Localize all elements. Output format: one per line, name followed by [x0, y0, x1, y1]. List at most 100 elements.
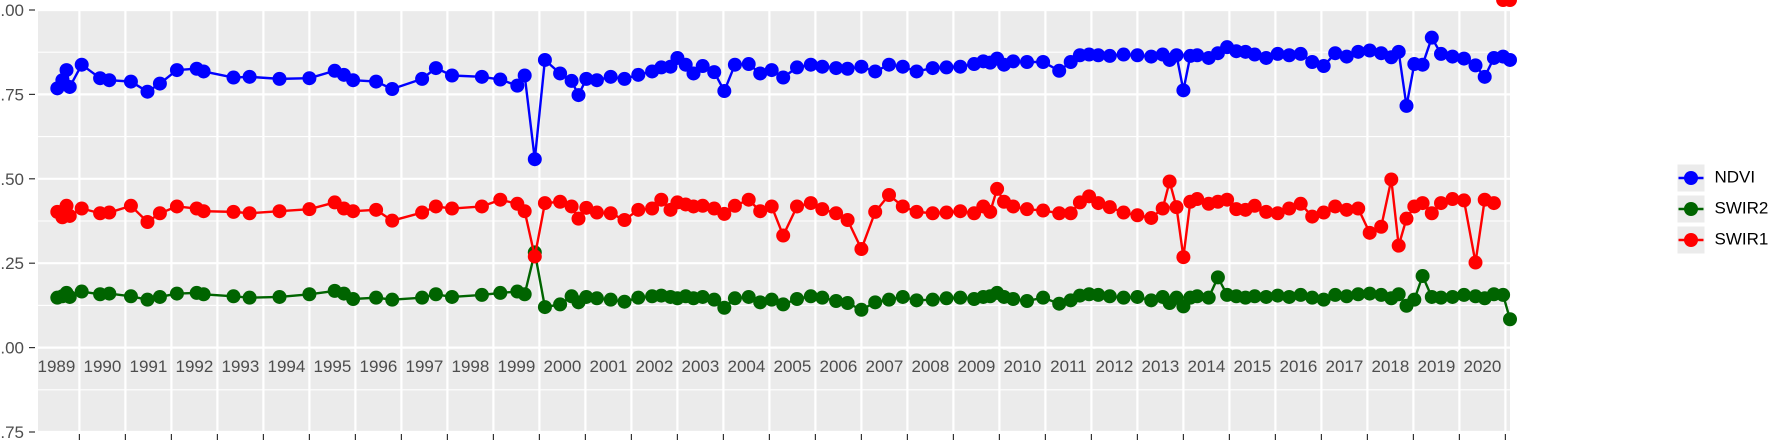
data-point	[517, 287, 532, 302]
data-point	[695, 289, 710, 304]
data-point	[1457, 51, 1471, 66]
data-point	[1424, 206, 1439, 221]
data-point	[553, 297, 568, 312]
data-point	[1144, 293, 1159, 308]
data-point	[1006, 54, 1021, 69]
data-point	[1477, 69, 1492, 84]
data-point	[868, 295, 883, 310]
data-point	[474, 69, 489, 84]
x-axis-tick-label: 2004	[727, 357, 765, 376]
data-point	[1116, 205, 1131, 220]
data-point	[1155, 201, 1170, 216]
data-point	[603, 292, 618, 307]
data-point	[1339, 49, 1354, 64]
data-point	[196, 64, 211, 79]
data-point	[1468, 58, 1483, 73]
legend-label: SWIR1	[1715, 229, 1769, 248]
data-point	[953, 59, 968, 74]
data-point	[631, 202, 646, 217]
data-point	[1091, 287, 1106, 302]
data-point	[1144, 210, 1159, 225]
data-point	[727, 291, 742, 306]
data-point	[815, 290, 830, 305]
data-point	[953, 290, 968, 305]
data-point	[1130, 208, 1145, 223]
data-point	[1316, 59, 1331, 74]
x-axis-tick-label: 2017	[1325, 357, 1363, 376]
data-point	[1190, 192, 1205, 207]
data-point	[242, 69, 257, 84]
x-axis-tick-label: 1993	[221, 357, 259, 376]
data-point	[895, 59, 910, 74]
data-point	[1293, 287, 1308, 302]
data-point	[815, 202, 830, 217]
data-point	[753, 204, 768, 219]
legend-item-ndvi[interactable]: NDVI	[1677, 164, 1756, 192]
data-point	[346, 291, 361, 306]
data-point	[741, 57, 756, 72]
data-point	[1407, 292, 1422, 307]
data-point	[925, 61, 940, 76]
x-axis-tick-label: 1995	[313, 357, 351, 376]
data-point	[803, 57, 818, 72]
data-point	[537, 300, 552, 315]
data-point	[579, 289, 594, 304]
data-point	[445, 289, 459, 304]
legend-item-swir2[interactable]: SWIR2	[1677, 195, 1769, 223]
data-point	[1270, 206, 1285, 221]
x-axis-tick-label: 2003	[681, 357, 719, 376]
data-point	[1424, 30, 1439, 45]
data-point	[1305, 209, 1320, 224]
data-point	[1169, 48, 1184, 63]
data-point	[1293, 196, 1308, 211]
data-point	[415, 71, 430, 86]
x-axis-tick-label: 2006	[819, 357, 857, 376]
legend-item-swir1[interactable]: SWIR1	[1677, 226, 1769, 254]
legend-key-marker	[1684, 202, 1698, 216]
data-point	[1434, 290, 1448, 305]
data-point	[1362, 43, 1377, 58]
data-point	[707, 65, 722, 80]
data-point	[1351, 201, 1366, 216]
data-point	[631, 67, 646, 82]
data-point	[868, 204, 883, 219]
data-point	[1468, 255, 1483, 270]
data-point	[764, 292, 779, 307]
data-point	[1374, 219, 1389, 234]
data-point	[564, 199, 579, 214]
data-point	[445, 68, 459, 83]
data-point	[102, 205, 117, 220]
legend: NDVI SWIR2 SWIR1	[1677, 164, 1769, 254]
data-point	[226, 70, 241, 85]
data-point	[196, 204, 211, 219]
data-point	[493, 72, 508, 87]
data-point	[1282, 289, 1297, 304]
data-point	[428, 61, 443, 76]
data-point	[169, 199, 184, 214]
data-point	[1270, 288, 1285, 303]
y-axis-tick-label: 1.25	[0, 254, 24, 273]
data-point	[939, 291, 954, 306]
data-point	[1102, 289, 1117, 304]
data-point	[1190, 48, 1205, 63]
data-point	[553, 66, 568, 81]
data-point	[953, 204, 968, 219]
data-point	[123, 289, 138, 304]
data-point	[1176, 83, 1191, 98]
data-point	[1036, 290, 1051, 305]
data-point	[1052, 296, 1067, 311]
data-point	[510, 78, 525, 93]
data-point	[707, 292, 722, 307]
data-point	[1144, 49, 1159, 64]
data-point	[1391, 287, 1406, 302]
data-point	[74, 201, 89, 216]
data-point	[868, 64, 883, 79]
data-point	[415, 290, 430, 305]
data-point	[1052, 63, 1067, 78]
data-point	[617, 212, 632, 227]
data-point	[1339, 289, 1354, 304]
data-point	[196, 287, 211, 302]
data-point	[1316, 292, 1331, 307]
